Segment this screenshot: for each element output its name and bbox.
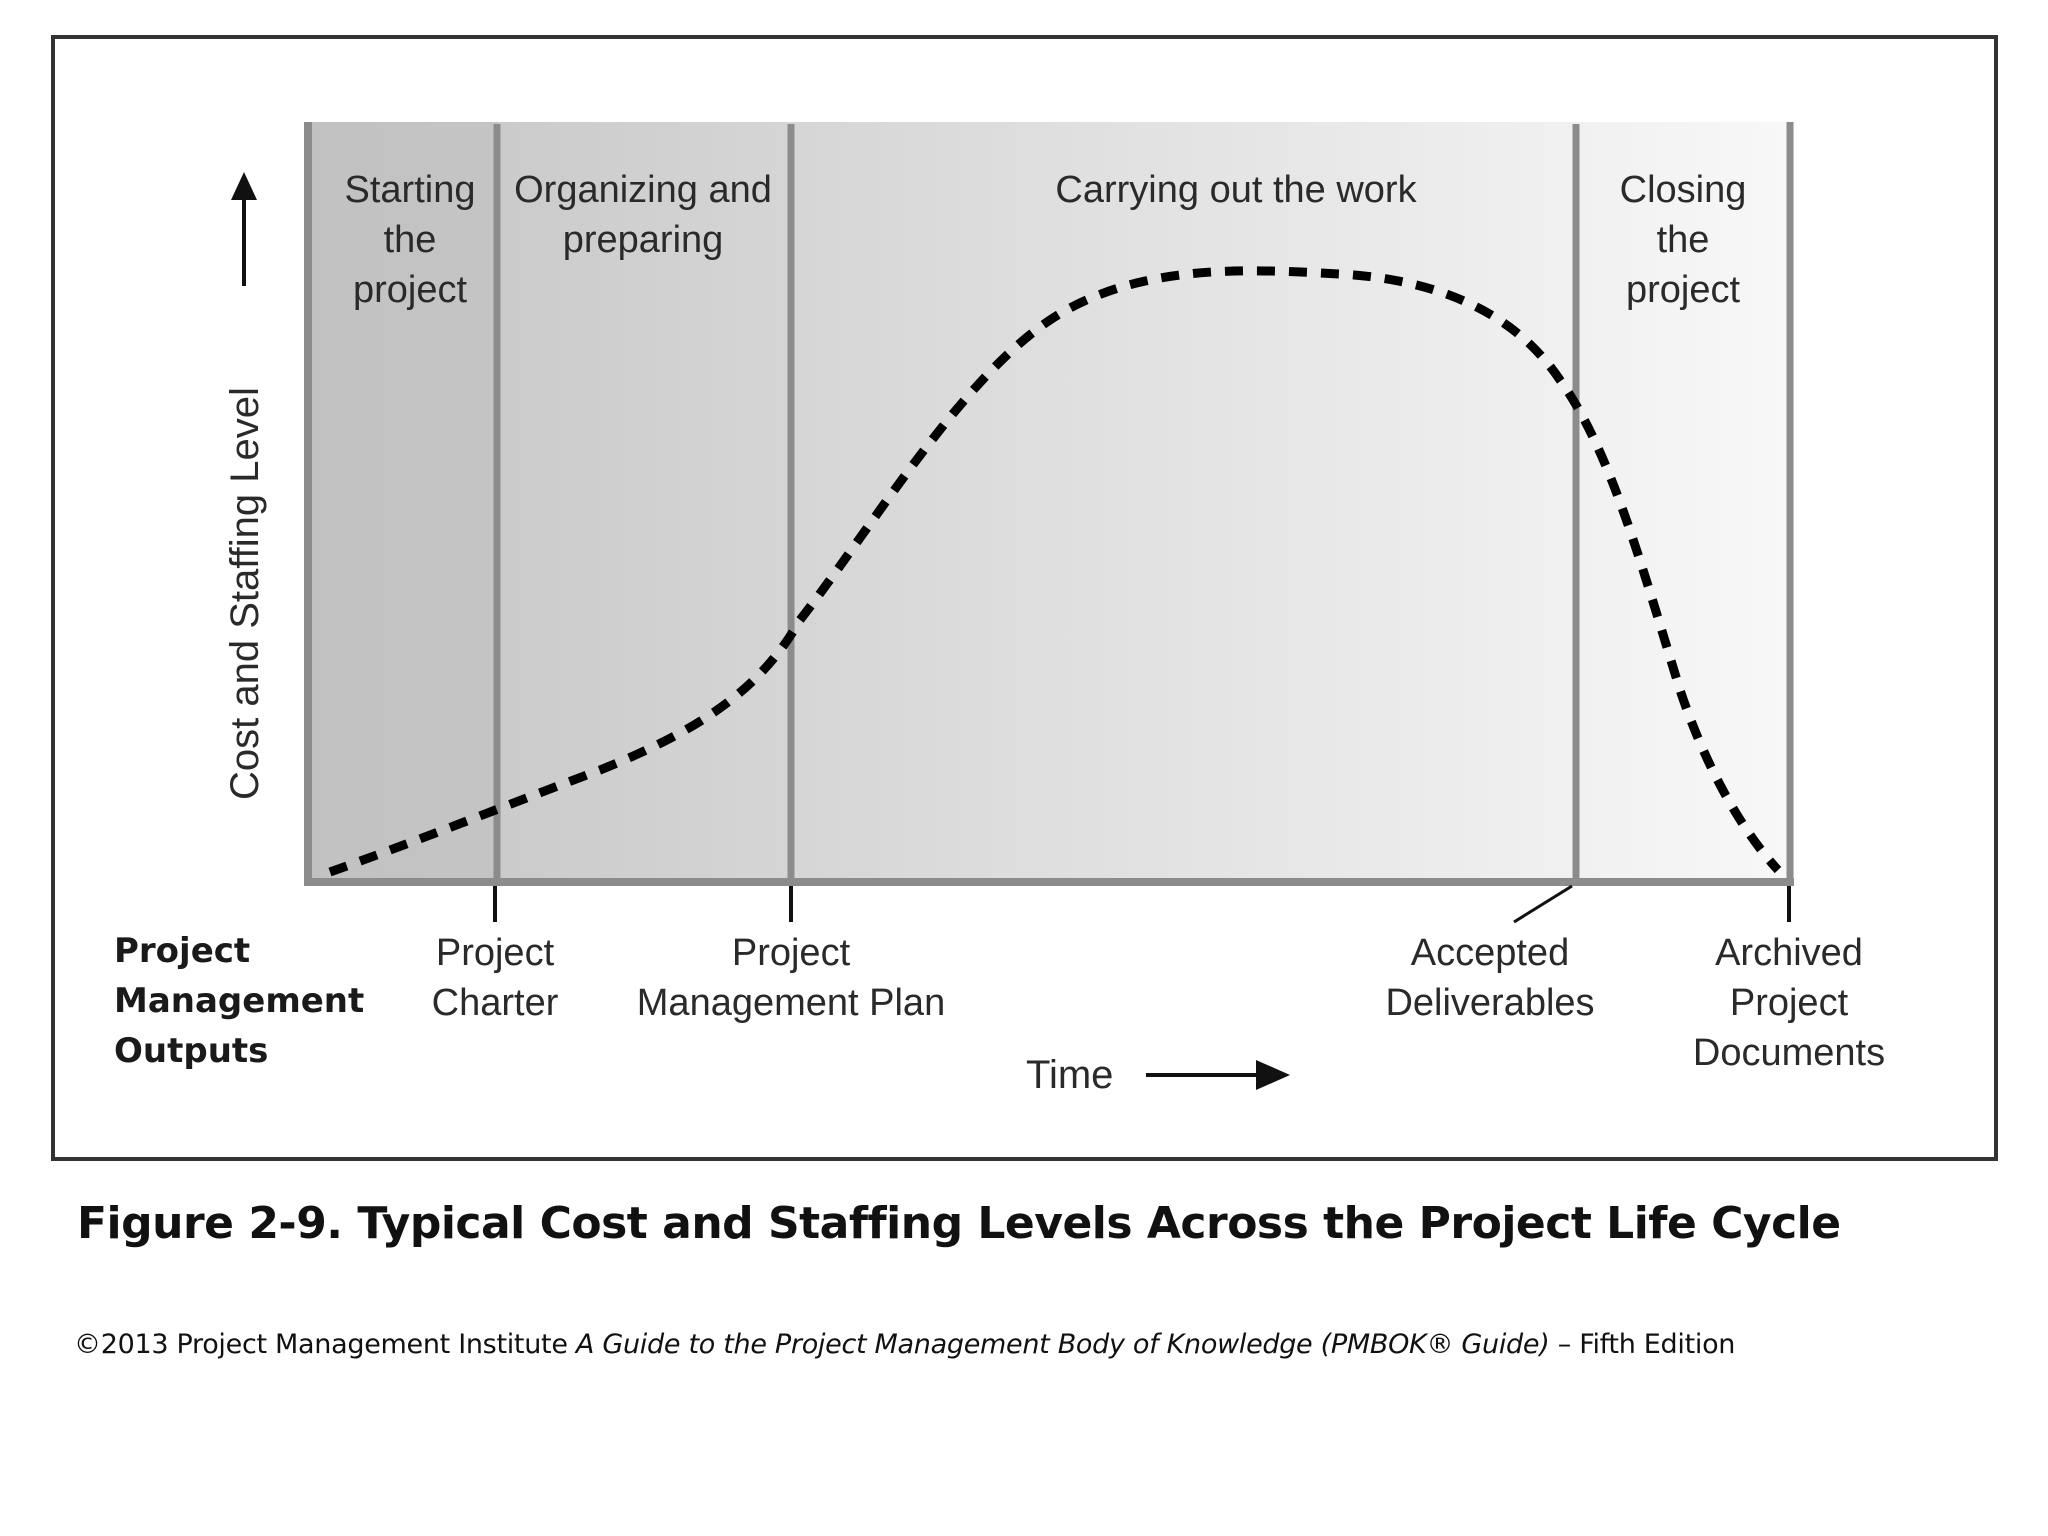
outputs-heading-line-1: Project — [114, 931, 250, 971]
life-cycle-diagram: Starting the project Organizing and prepari… — [51, 35, 1998, 1161]
x-axis-arrow-head — [1256, 1060, 1290, 1090]
phase-closing-line-2: the — [1657, 219, 1710, 261]
cost-staffing-curve — [328, 266, 1782, 877]
phase-closing-line-3: project — [1626, 269, 1740, 311]
output-project-management-plan: Project Management Plan — [637, 932, 945, 1024]
output-charter-line-2: Charter — [432, 982, 559, 1024]
phase-label-carrying-out: Carrying out the work — [1055, 169, 1417, 211]
phase-label-organizing: Organizing and preparing — [514, 169, 772, 261]
starting-phase-shade — [304, 122, 498, 884]
output-charter-line-1: Project — [436, 932, 555, 974]
output-accepted-deliverables: Accepted Deliverables — [1385, 932, 1594, 1024]
y-axis-label: Cost and Staffing Level — [223, 387, 267, 800]
phase-starting-line-3: project — [353, 269, 467, 311]
output-archived-line-1: Archived — [1715, 932, 1863, 974]
phase-carrying-out-line-1: Carrying out the work — [1055, 169, 1417, 211]
output-deliverables-line-1: Accepted — [1411, 932, 1569, 974]
tick-accepted-deliverables — [1513, 884, 1573, 924]
phase-organizing-line-2: preparing — [563, 219, 724, 261]
phase-label-starting: Starting the project — [345, 169, 476, 311]
outputs-heading-line-3: Outputs — [114, 1031, 268, 1071]
phase-band — [304, 122, 1794, 884]
phase-starting-line-2: the — [384, 219, 437, 261]
source-suffix: – Fifth Edition — [1549, 1329, 1736, 1360]
output-archived-line-2: Project — [1730, 982, 1849, 1024]
figure-caption: Figure 2-9. Typical Cost and Staffing Le… — [77, 1198, 1841, 1249]
output-plan-line-1: Project — [732, 932, 851, 974]
x-axis-label: Time — [1026, 1053, 1113, 1097]
source-prefix: ©2013 Project Management Institute — [74, 1329, 576, 1360]
output-deliverables-line-2: Deliverables — [1385, 982, 1594, 1024]
y-axis-arrow-head — [231, 172, 257, 200]
phase-organizing-line-1: Organizing and — [514, 169, 772, 211]
phase-starting-line-1: Starting — [345, 169, 476, 211]
output-plan-line-2: Management Plan — [637, 982, 945, 1024]
outputs-heading-line-2: Management — [114, 981, 364, 1021]
source-credit: ©2013 Project Management Institute A Gui… — [74, 1329, 1735, 1360]
source-title: A Guide to the Project Management Body o… — [575, 1329, 1550, 1360]
output-project-charter: Project Charter — [432, 932, 559, 1024]
output-archived-line-3: Documents — [1693, 1032, 1885, 1074]
outputs-heading: Project Management Outputs — [114, 931, 364, 1071]
phase-label-closing: Closing the project — [1620, 169, 1747, 311]
output-archived-documents: Archived Project Documents — [1693, 932, 1885, 1074]
phase-closing-line-1: Closing — [1620, 169, 1747, 211]
